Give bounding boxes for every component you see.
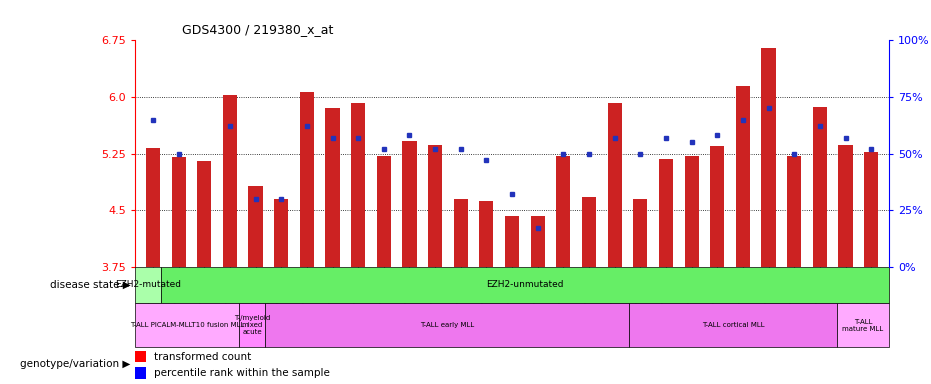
Bar (864, 152, 878, 267)
Bar (135, 351, 146, 362)
Text: GDS4300 / 219380_x_at: GDS4300 / 219380_x_at (182, 23, 333, 36)
Bar (837, 303, 889, 348)
Text: T-ALL PICALM-MLLT10 fusion MLL: T-ALL PICALM-MLLT10 fusion MLL (129, 322, 244, 328)
Bar (351, 103, 365, 267)
Bar (223, 96, 237, 267)
Bar (813, 107, 827, 267)
Bar (135, 367, 146, 379)
Text: T-ALL
mature MLL: T-ALL mature MLL (843, 318, 884, 331)
Text: disease state ▶: disease state ▶ (49, 280, 130, 290)
Bar (135, 267, 161, 303)
Bar (608, 103, 622, 267)
Bar (146, 147, 160, 267)
Bar (710, 146, 724, 267)
Bar (735, 86, 750, 267)
Text: EZH2-unmutated: EZH2-unmutated (486, 280, 564, 289)
Bar (787, 156, 802, 267)
Text: T-ALL cortical MLL: T-ALL cortical MLL (702, 322, 764, 328)
Bar (326, 108, 340, 267)
Text: genotype/variation ▶: genotype/variation ▶ (20, 359, 130, 369)
Text: EZH2-mutated: EZH2-mutated (115, 280, 181, 289)
Bar (557, 156, 571, 267)
Text: percentile rank within the sample: percentile rank within the sample (154, 368, 330, 378)
Bar (629, 303, 837, 348)
Bar (249, 186, 263, 267)
Bar (453, 199, 467, 267)
Bar (762, 48, 776, 267)
Bar (839, 144, 853, 267)
Bar (265, 303, 629, 348)
Bar (274, 199, 289, 267)
Bar (377, 156, 391, 267)
Bar (505, 216, 519, 267)
Bar (402, 141, 416, 267)
Bar (300, 92, 314, 267)
Bar (659, 159, 673, 267)
Bar (197, 161, 211, 267)
Bar (428, 144, 442, 267)
Bar (239, 303, 265, 348)
Bar (135, 303, 239, 348)
Bar (531, 215, 545, 267)
Text: T-/myeloid
mixed
acute: T-/myeloid mixed acute (234, 315, 270, 335)
Bar (479, 201, 493, 267)
Bar (633, 199, 647, 267)
Bar (582, 197, 596, 267)
Text: transformed count: transformed count (154, 351, 251, 362)
Bar (684, 156, 698, 267)
Bar (171, 157, 185, 267)
Text: T-ALL early MLL: T-ALL early MLL (420, 322, 474, 328)
